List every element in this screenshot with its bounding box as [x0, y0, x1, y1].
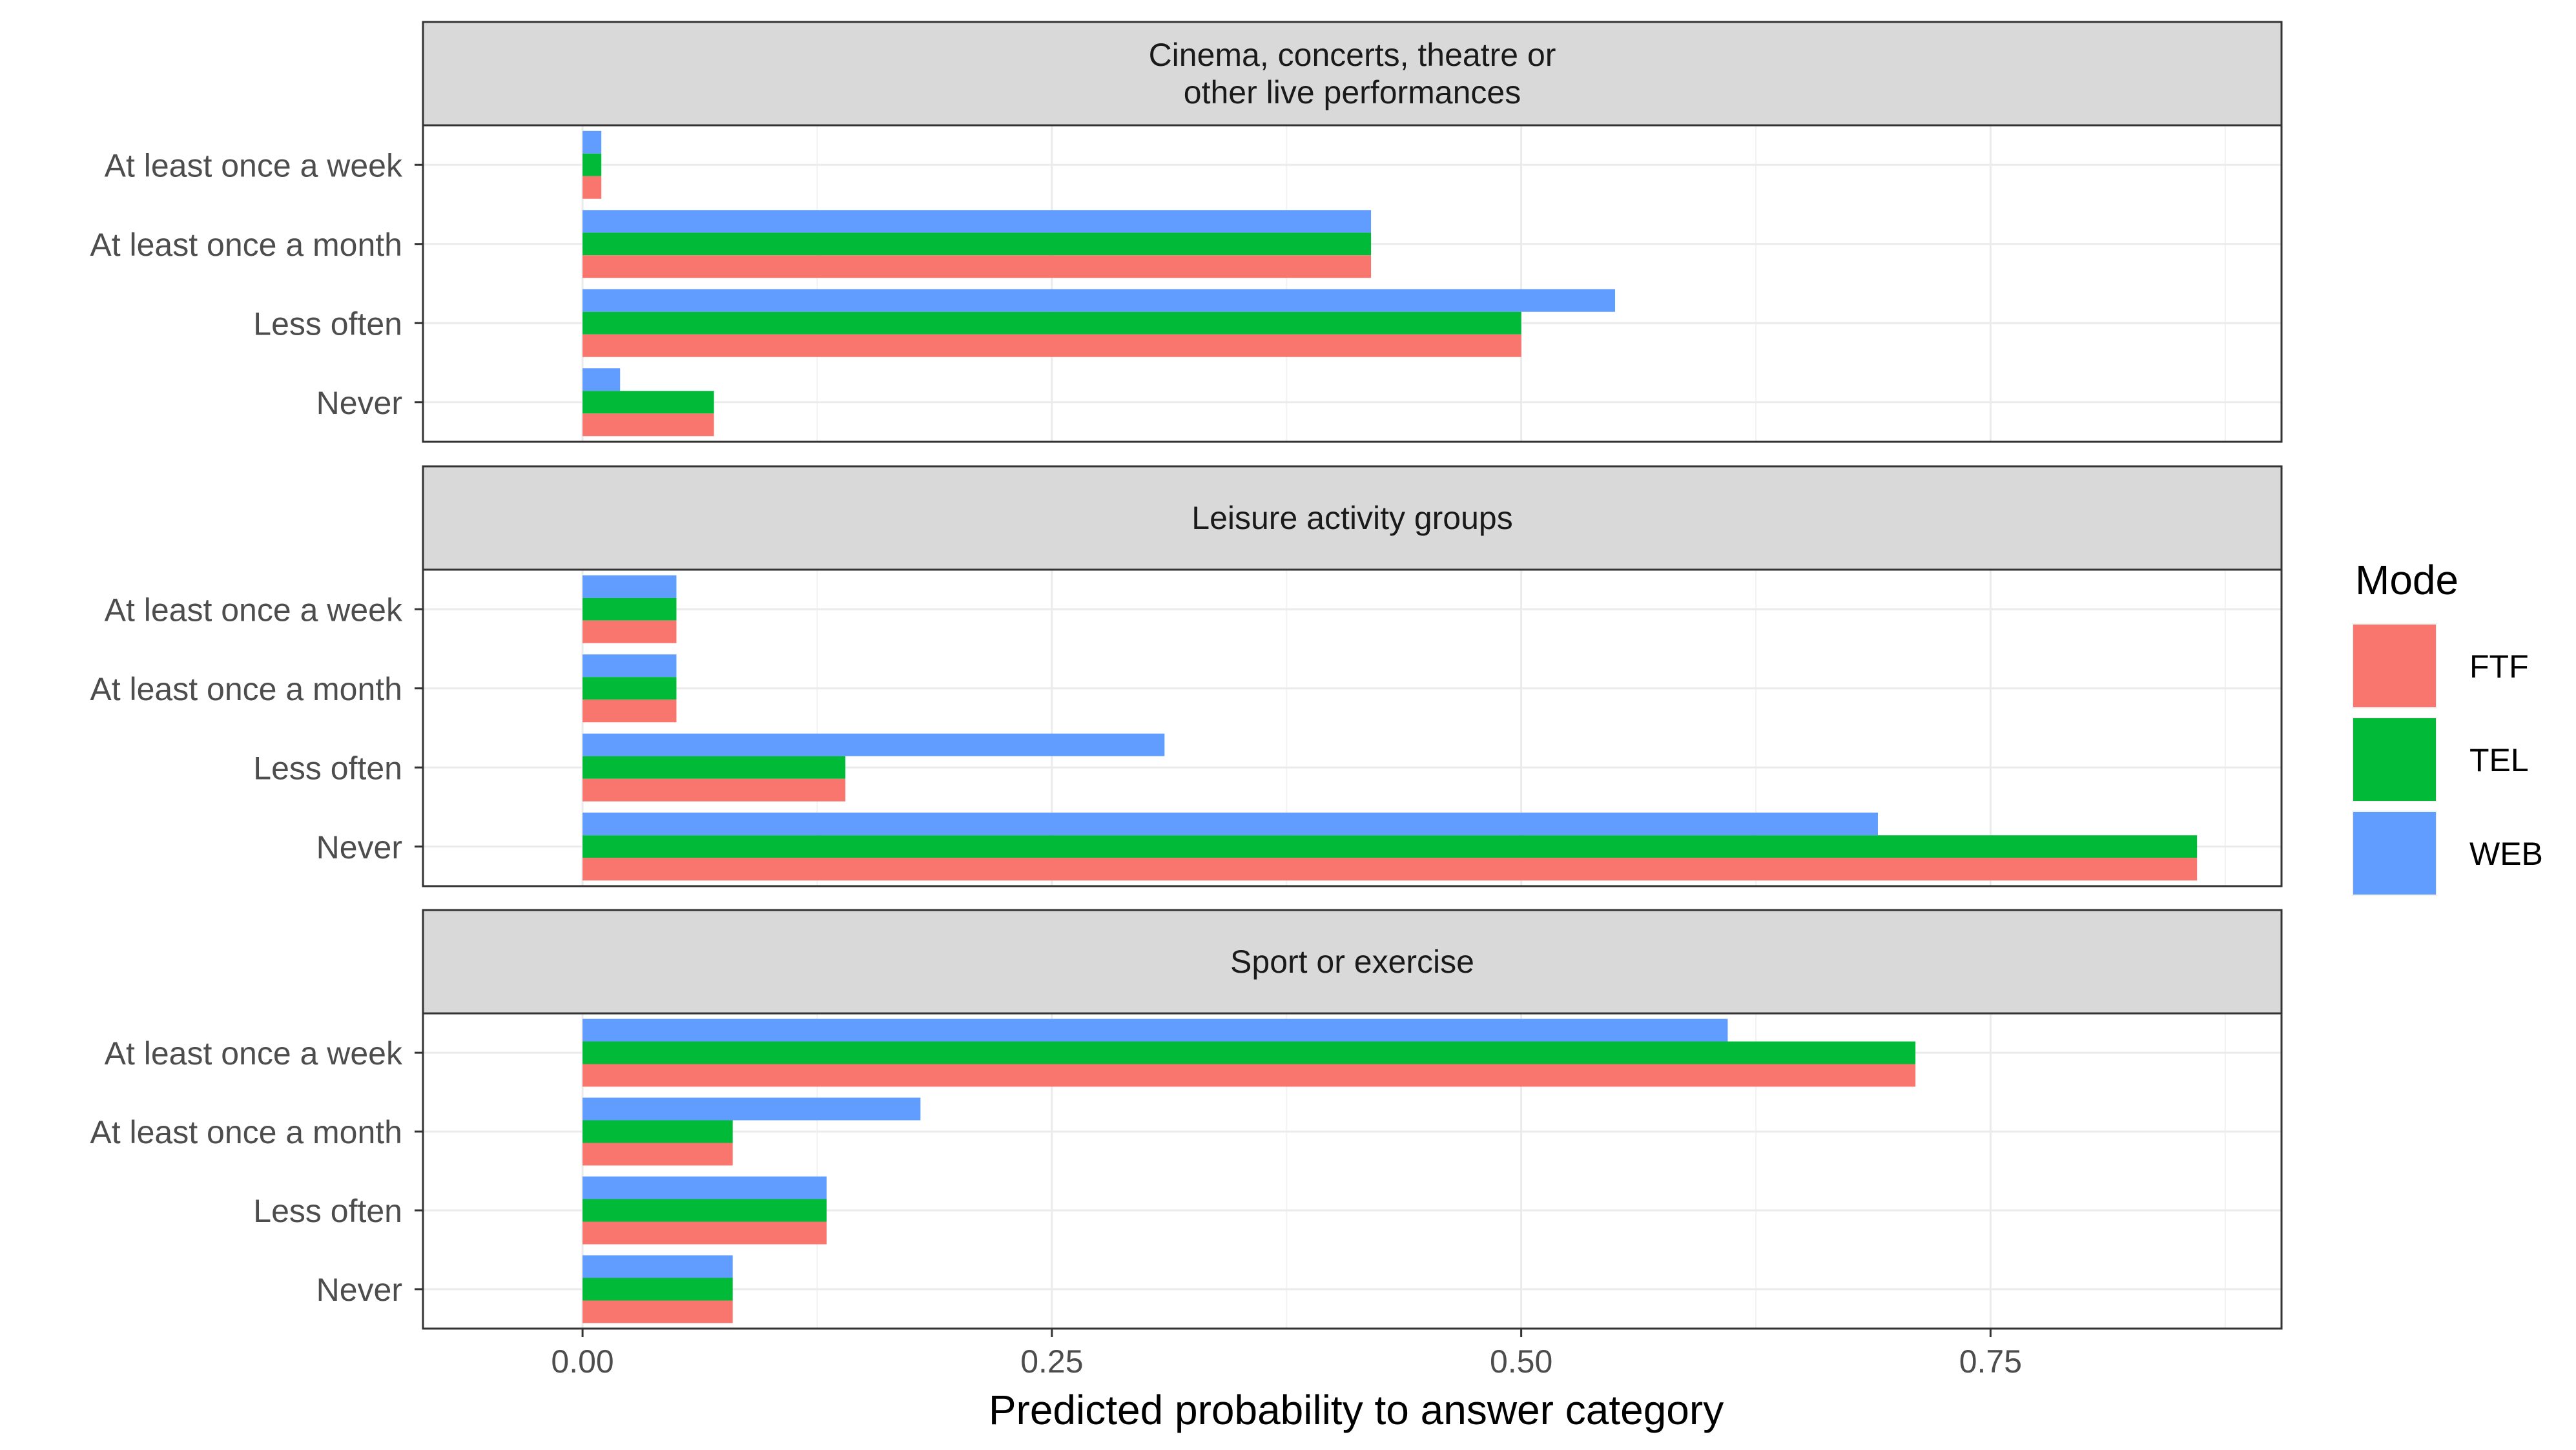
bar-web — [582, 289, 1615, 312]
legend-label: FTF — [2469, 648, 2529, 685]
bar-tel — [582, 1041, 1916, 1064]
bar-web — [582, 813, 1878, 836]
bar-tel — [582, 1120, 733, 1143]
bar-web — [582, 130, 602, 154]
x-axis-title: Predicted probability to answer category — [989, 1387, 1724, 1433]
y-tick-label: At least once a month — [90, 671, 402, 707]
legend-swatch — [2353, 718, 2436, 801]
facet-title: Sport or exercise — [1230, 944, 1474, 980]
legend-item-tel: TEL — [2352, 717, 2529, 802]
bar-web — [582, 210, 1372, 233]
bar-tel — [582, 597, 677, 621]
legend-item-web: WEB — [2352, 811, 2543, 896]
x-tick-label: 0.75 — [1959, 1343, 2022, 1380]
bar-web — [582, 1255, 733, 1278]
panel-background — [423, 125, 2282, 442]
legend-label: TEL — [2469, 742, 2529, 778]
bar-web — [582, 1097, 921, 1121]
bar-web — [582, 733, 1165, 756]
facet-strip — [422, 465, 2283, 571]
legend-swatch — [2353, 812, 2436, 895]
bar-ftf — [582, 1300, 733, 1323]
y-tick-label: At least once a month — [90, 227, 402, 263]
bar-tel — [582, 835, 2198, 858]
bar-ftf — [582, 699, 677, 723]
x-tick-label: 0.25 — [1020, 1343, 1083, 1380]
facet-panel: At least once a week At least once a mont… — [90, 909, 2283, 1330]
y-tick-label: Never — [316, 1272, 402, 1308]
bar-tel — [582, 233, 1372, 256]
bar-tel — [582, 677, 677, 700]
bar-ftf — [582, 858, 2198, 881]
bar-ftf — [582, 620, 677, 643]
y-tick-label: Less often — [253, 306, 402, 342]
y-tick-label: Never — [316, 385, 402, 421]
bar-tel — [582, 391, 714, 414]
bar-tel — [582, 1278, 733, 1301]
y-tick-label: Less often — [253, 1193, 402, 1229]
facet-panel: At least once a week At least once a mont… — [90, 465, 2283, 887]
bar-ftf — [582, 778, 846, 802]
facet-title: Leisure activity groups — [1191, 500, 1512, 536]
legend-title: Mode — [2355, 557, 2458, 603]
bar-tel — [582, 1199, 827, 1222]
bar-ftf — [582, 1221, 827, 1245]
bar-tel — [582, 756, 846, 779]
bar-web — [582, 368, 621, 391]
bar-tel — [582, 153, 602, 176]
y-tick-label: At least once a week — [105, 147, 403, 183]
facet-panel: At least once a week At least once a mont… — [90, 21, 2283, 443]
bar-web — [582, 1019, 1728, 1042]
bar-web — [582, 654, 677, 678]
x-axis: 0.00 0.25 0.50 0.75 — [551, 1329, 2022, 1380]
facet-strip — [422, 21, 2283, 127]
facet-title: other live performances — [1184, 74, 1521, 110]
y-tick-label: Less often — [253, 750, 402, 786]
bar-ftf — [582, 334, 1521, 357]
bar-ftf — [582, 413, 714, 437]
bar-web — [582, 1176, 827, 1199]
facet-panels: At least once a week At least once a mont… — [90, 21, 2283, 1330]
bar-web — [582, 575, 677, 598]
x-tick-label: 0.50 — [1490, 1343, 1552, 1380]
bar-ftf — [582, 1064, 1916, 1087]
bar-ftf — [582, 1143, 733, 1166]
bar-ftf — [582, 255, 1372, 278]
bar-ftf — [582, 176, 602, 199]
y-tick-label: Never — [316, 829, 402, 865]
bar-tel — [582, 311, 1521, 335]
legend-swatch — [2353, 625, 2436, 707]
y-tick-label: At least once a month — [90, 1114, 402, 1150]
y-tick-label: At least once a week — [105, 1035, 403, 1072]
legend-item-ftf: FTF — [2352, 623, 2529, 709]
legend-items: FTF TEL WEB — [2352, 623, 2543, 896]
y-tick-label: At least once a week — [105, 592, 403, 628]
x-tick-label: 0.00 — [551, 1343, 613, 1380]
facet-strip — [422, 909, 2283, 1015]
legend: Mode FTF TEL WEB — [2352, 557, 2543, 896]
legend-label: WEB — [2469, 836, 2543, 872]
facet-title: Cinema, concerts, theatre or — [1149, 37, 1556, 73]
